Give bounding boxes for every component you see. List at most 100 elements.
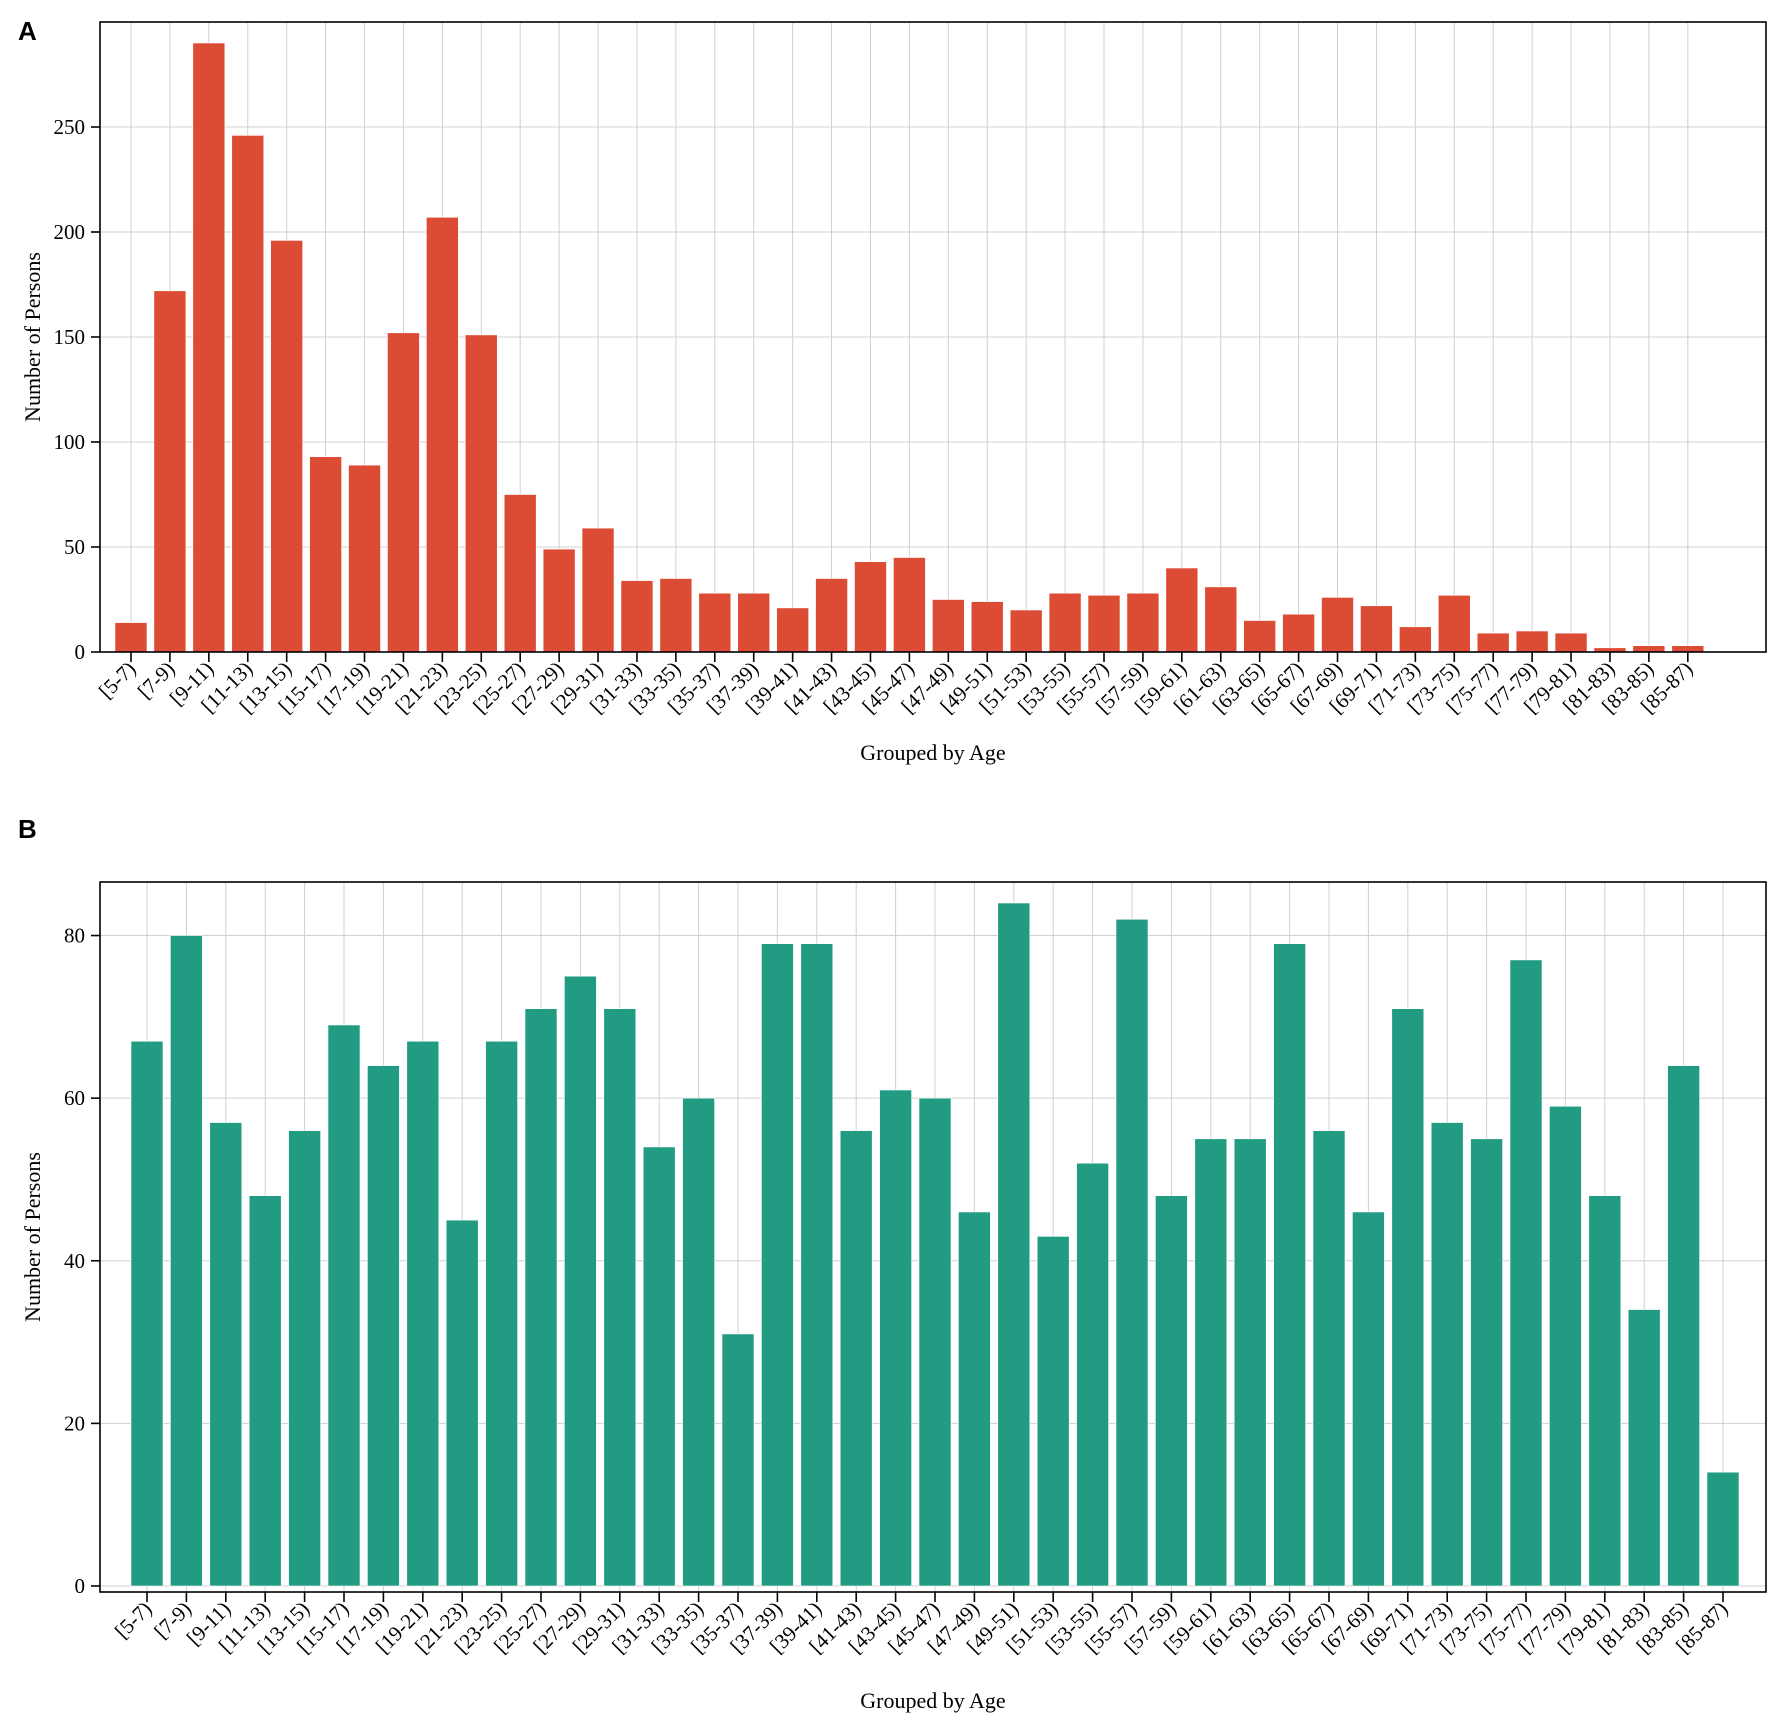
bar-[71-73) — [1430, 1122, 1464, 1587]
bar-[75-77) — [1476, 632, 1510, 653]
y-tick-label: 60 — [64, 1086, 85, 1110]
bar-[9-11) — [192, 42, 226, 653]
y-tick-label: 250 — [54, 115, 86, 139]
bar-[9-11) — [209, 1122, 243, 1587]
y-tick-label: 20 — [64, 1411, 85, 1435]
bar-[21-23) — [426, 217, 459, 653]
bar-[19-21) — [406, 1040, 440, 1587]
bar-[27-29) — [564, 975, 597, 1587]
bar-[59-61) — [1165, 567, 1199, 653]
bar-[15-17) — [309, 456, 342, 653]
y-tick-label: 100 — [54, 430, 86, 454]
bar-[51-53) — [1036, 1236, 1070, 1587]
bar-[55-57) — [1115, 918, 1149, 1587]
bar-[67-69) — [1321, 597, 1354, 653]
bar-[63-65) — [1273, 943, 1306, 1587]
bar-[69-71) — [1391, 1008, 1425, 1587]
bar-[35-37) — [721, 1333, 755, 1587]
bar-[33-35) — [659, 578, 693, 653]
bar-[11-13) — [231, 135, 265, 653]
bar-[61-63) — [1233, 1138, 1267, 1587]
panel-b-bars — [130, 902, 1740, 1587]
bar-[7-9) — [153, 290, 187, 653]
panel-b-chart: B020406080[5-7)[7-9)[9-11)[11-13)[13-15)… — [18, 814, 1767, 1713]
bar-[55-57) — [1087, 594, 1121, 653]
bar-[13-15) — [270, 240, 303, 653]
bar-[13-15) — [288, 1130, 321, 1587]
bar-[53-55) — [1048, 592, 1082, 653]
bar-[41-43) — [815, 578, 848, 653]
bar-[15-17) — [327, 1024, 361, 1587]
bar-[23-25) — [485, 1040, 518, 1587]
bar-[73-75) — [1437, 594, 1471, 653]
bar-[79-81) — [1554, 632, 1588, 653]
bar-[53-55) — [1076, 1162, 1109, 1587]
bar-[65-67) — [1312, 1130, 1346, 1587]
bar-[45-47) — [893, 557, 926, 653]
bar-[57-59) — [1155, 1195, 1188, 1587]
bar-[35-37) — [698, 592, 732, 653]
bar-[37-39) — [761, 943, 794, 1587]
bar-[81-83) — [1627, 1309, 1661, 1587]
panel-b-axes-frame — [99, 881, 1767, 1593]
panel-a-label: A — [18, 16, 37, 46]
y-tick-label: 50 — [64, 535, 85, 559]
bar-[83-85) — [1667, 1065, 1700, 1587]
panel-a-y-axis-title: Number of Persons — [20, 252, 45, 422]
bar-[33-35) — [682, 1097, 715, 1587]
bar-[83-85) — [1632, 645, 1666, 653]
bar-[47-49) — [932, 599, 965, 653]
panel-a-chart: A050100150200250[5-7)[7-9)[9-11)[11-13)[… — [18, 16, 1767, 765]
bar-[27-29) — [542, 548, 576, 653]
bar-[65-67) — [1282, 613, 1315, 653]
y-tick-label: 200 — [54, 220, 86, 244]
bar-[11-13) — [248, 1195, 282, 1587]
bar-[57-59) — [1126, 592, 1160, 653]
bar-[61-63) — [1204, 586, 1238, 653]
bar-[25-27) — [524, 1008, 558, 1587]
bar-[85-87) — [1706, 1471, 1740, 1587]
bar-[75-77) — [1509, 959, 1543, 1587]
bar-[51-53) — [1009, 609, 1043, 653]
x-tick-label: [5-7) — [110, 1597, 157, 1644]
panel-a-grid — [100, 22, 1766, 653]
y-tick-label: 80 — [64, 924, 85, 948]
bar-[63-65) — [1243, 620, 1276, 653]
bar-[29-31) — [581, 527, 615, 653]
bar-[59-61) — [1194, 1138, 1228, 1587]
y-tick-label: 150 — [54, 325, 86, 349]
bar-[73-75) — [1470, 1138, 1503, 1587]
bar-[67-69) — [1352, 1211, 1385, 1587]
y-tick-label: 0 — [75, 1574, 86, 1598]
bar-[5-7) — [114, 622, 148, 653]
bar-[39-41) — [776, 607, 809, 653]
bar-[47-49) — [958, 1211, 991, 1587]
bar-[77-79) — [1549, 1105, 1582, 1587]
panel-a-x-axis-title: Grouped by Age — [860, 740, 1005, 765]
bar-[17-19) — [348, 464, 381, 653]
bar-[25-27) — [503, 494, 537, 653]
bar-[39-41) — [800, 943, 834, 1587]
bar-[7-9) — [170, 935, 203, 1587]
bar-[49-51) — [997, 902, 1031, 1587]
bar-[69-71) — [1360, 605, 1393, 653]
bar-[85-87) — [1671, 645, 1705, 653]
y-tick-label: 40 — [64, 1249, 85, 1273]
bar-[31-33) — [642, 1146, 676, 1587]
bar-[17-19) — [367, 1065, 400, 1587]
bar-[41-43) — [839, 1130, 873, 1587]
panel-b-x-axis-title: Grouped by Age — [860, 1688, 1005, 1713]
bar-[43-45) — [879, 1089, 912, 1587]
bar-[77-79) — [1515, 630, 1549, 653]
bar-[49-51) — [970, 601, 1004, 653]
bar-[5-7) — [130, 1040, 164, 1587]
bar-[43-45) — [854, 561, 887, 653]
bar-[23-25) — [464, 334, 498, 653]
y-tick-label: 0 — [75, 640, 86, 664]
panel-b-y-axis-title: Number of Persons — [20, 1152, 45, 1322]
bar-[71-73) — [1399, 626, 1432, 653]
bar-[21-23) — [445, 1219, 479, 1587]
bar-[31-33) — [620, 580, 654, 653]
bar-[29-31) — [603, 1008, 637, 1587]
